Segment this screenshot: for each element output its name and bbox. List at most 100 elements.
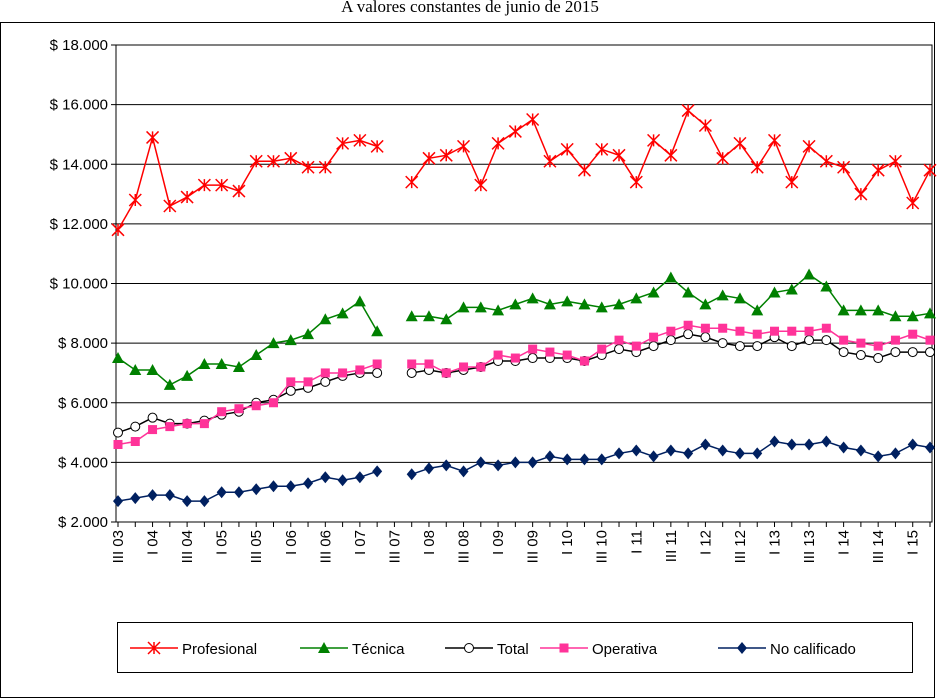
marker (613, 298, 626, 310)
marker (372, 359, 382, 369)
marker (752, 329, 762, 339)
x-tick-label: I 04 (145, 530, 162, 555)
x-tick-label: I 15 (905, 530, 922, 555)
marker (683, 329, 694, 340)
marker (113, 439, 123, 449)
marker (785, 283, 798, 295)
series (113, 320, 935, 449)
marker (890, 447, 901, 460)
marker (614, 447, 625, 460)
marker (733, 136, 747, 150)
marker (458, 465, 469, 478)
marker (614, 335, 624, 345)
marker (854, 304, 867, 316)
x-tick-label: I 08 (421, 530, 438, 555)
marker (164, 489, 175, 502)
marker (924, 307, 936, 319)
marker (371, 325, 384, 337)
marker (493, 459, 504, 472)
marker (423, 462, 434, 475)
marker (509, 298, 522, 310)
x-tick-label: III 12 (732, 530, 749, 563)
marker (631, 341, 641, 351)
marker (838, 441, 849, 454)
marker (336, 136, 350, 150)
marker (284, 334, 297, 346)
marker (561, 295, 574, 307)
marker (837, 304, 850, 316)
marker (457, 301, 470, 313)
marker (785, 175, 799, 189)
marker (717, 444, 728, 457)
x-tick-label: III 03 (110, 530, 127, 563)
marker (888, 154, 902, 168)
marker (527, 456, 538, 469)
marker (493, 350, 503, 360)
marker (199, 419, 209, 429)
marker (422, 151, 436, 165)
marker (268, 480, 279, 493)
marker (180, 190, 194, 204)
marker (303, 377, 313, 387)
marker (319, 313, 332, 325)
marker (717, 338, 728, 349)
marker (925, 441, 935, 454)
marker (148, 425, 158, 435)
marker (786, 438, 797, 451)
marker (718, 323, 728, 333)
marker (284, 151, 298, 165)
marker (734, 447, 745, 460)
legend-marker (318, 642, 330, 653)
marker (234, 404, 244, 414)
marker (372, 367, 383, 378)
marker (683, 320, 693, 330)
marker (925, 335, 935, 345)
x-tick-label: III 13 (801, 530, 818, 563)
marker (698, 118, 712, 133)
marker (700, 323, 710, 333)
marker (510, 456, 521, 469)
marker (492, 304, 505, 316)
marker (923, 163, 937, 177)
marker (354, 471, 365, 484)
x-tick-label: I 07 (352, 530, 369, 555)
marker (336, 307, 349, 319)
legend-marker (559, 643, 569, 653)
marker (752, 341, 763, 352)
chart-title: A valores constantes de junio de 2015 (341, 0, 599, 16)
marker (906, 310, 919, 322)
x-tick-label: III 11 (663, 530, 680, 562)
marker (528, 344, 538, 354)
series (112, 268, 936, 390)
marker (251, 483, 262, 496)
marker (648, 341, 659, 352)
series (111, 104, 937, 237)
legend-marker (147, 641, 161, 655)
marker (182, 419, 192, 429)
marker (787, 326, 797, 336)
x-tick-label: I 12 (697, 530, 714, 555)
marker (768, 286, 781, 298)
marker (855, 444, 866, 457)
marker (770, 326, 780, 336)
marker (355, 365, 365, 375)
marker (925, 347, 935, 358)
x-tick-label: I 09 (490, 530, 507, 555)
marker (803, 268, 816, 280)
marker (543, 298, 556, 310)
marker (769, 435, 780, 448)
marker (614, 344, 625, 355)
marker (872, 304, 885, 316)
marker (165, 422, 175, 432)
marker (130, 421, 141, 432)
marker (629, 175, 643, 189)
marker (216, 486, 227, 499)
marker (163, 199, 177, 213)
y-tick-label: $ 2.000 (58, 514, 108, 531)
marker (612, 148, 626, 162)
marker (249, 154, 263, 168)
marker (767, 133, 782, 147)
x-tick-label: I 06 (283, 530, 300, 555)
marker (407, 359, 417, 369)
